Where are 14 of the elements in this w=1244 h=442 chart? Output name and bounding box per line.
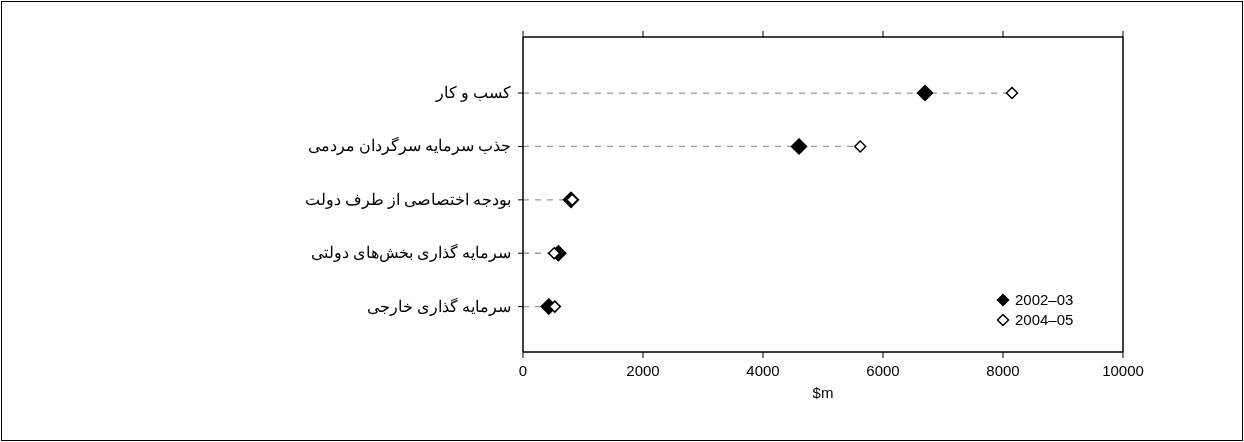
x-axis-title: $m [812,384,834,401]
legend-label: 2002–03 [1015,291,1074,308]
x-tick-label: 0 [518,362,528,379]
y-tick-label: کسب و کار [435,84,511,103]
x-tick-label: 6000 [866,362,900,379]
y-tick-label: سرمایه گذاری خارجی [367,296,511,316]
y-tick-label: جذب سرمایه سرگردان مردمی [308,136,511,156]
x-tick-label: 4000 [746,362,780,379]
legend-label: 2004–05 [1015,311,1074,328]
x-tick-label: 8000 [986,362,1020,379]
x-tick-label: 10000 [1102,362,1144,379]
y-tick-label: سرمایه گذاری بخش‌های دولتی [311,243,511,263]
y-tick-label: بودجه اختصاصی از طرف دولت [305,190,511,209]
x-tick-label: 2000 [626,362,660,379]
